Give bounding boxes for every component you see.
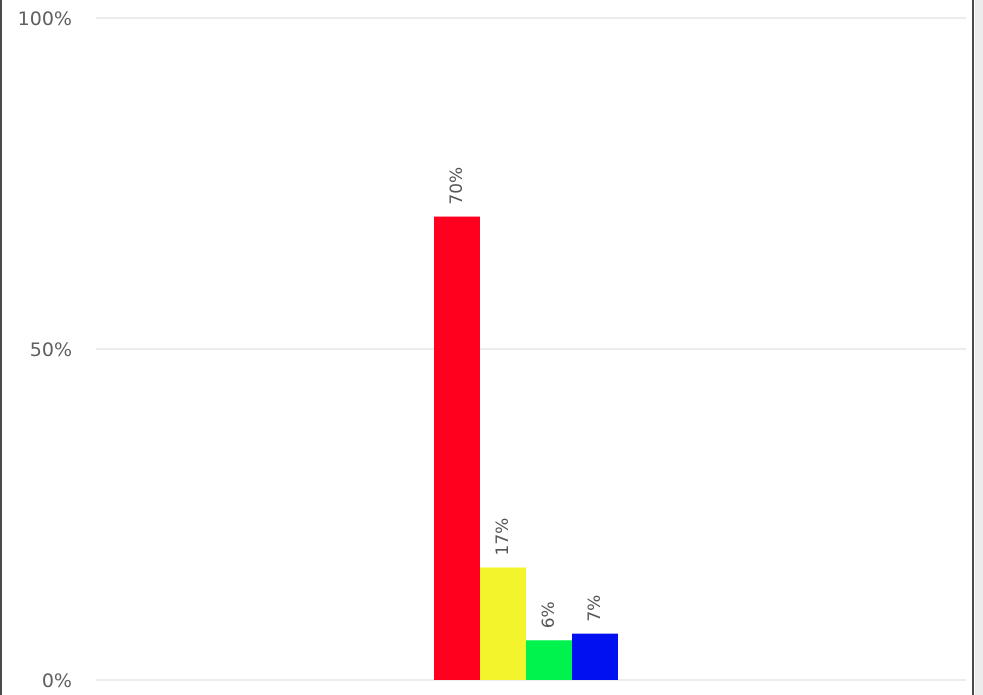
bar-data-label: 6% bbox=[539, 601, 559, 628]
bars bbox=[434, 216, 618, 680]
bar bbox=[572, 633, 618, 680]
right-edge-strip bbox=[975, 0, 983, 695]
data-labels: 70% 17% 6% 7% bbox=[447, 167, 605, 628]
y-tick-label: 100% bbox=[18, 8, 72, 30]
bar-data-label: 70% bbox=[447, 167, 467, 205]
bar bbox=[434, 216, 480, 680]
bar-data-label: 17% bbox=[493, 518, 513, 556]
gridlines bbox=[96, 17, 966, 681]
y-tick-label: 50% bbox=[30, 339, 72, 361]
bar bbox=[526, 640, 572, 680]
y-tick-label: 0% bbox=[42, 670, 72, 692]
y-axis-tick-labels: 0% 50% 100% bbox=[18, 8, 72, 692]
bar bbox=[480, 567, 526, 680]
bar-data-label: 7% bbox=[585, 595, 605, 622]
